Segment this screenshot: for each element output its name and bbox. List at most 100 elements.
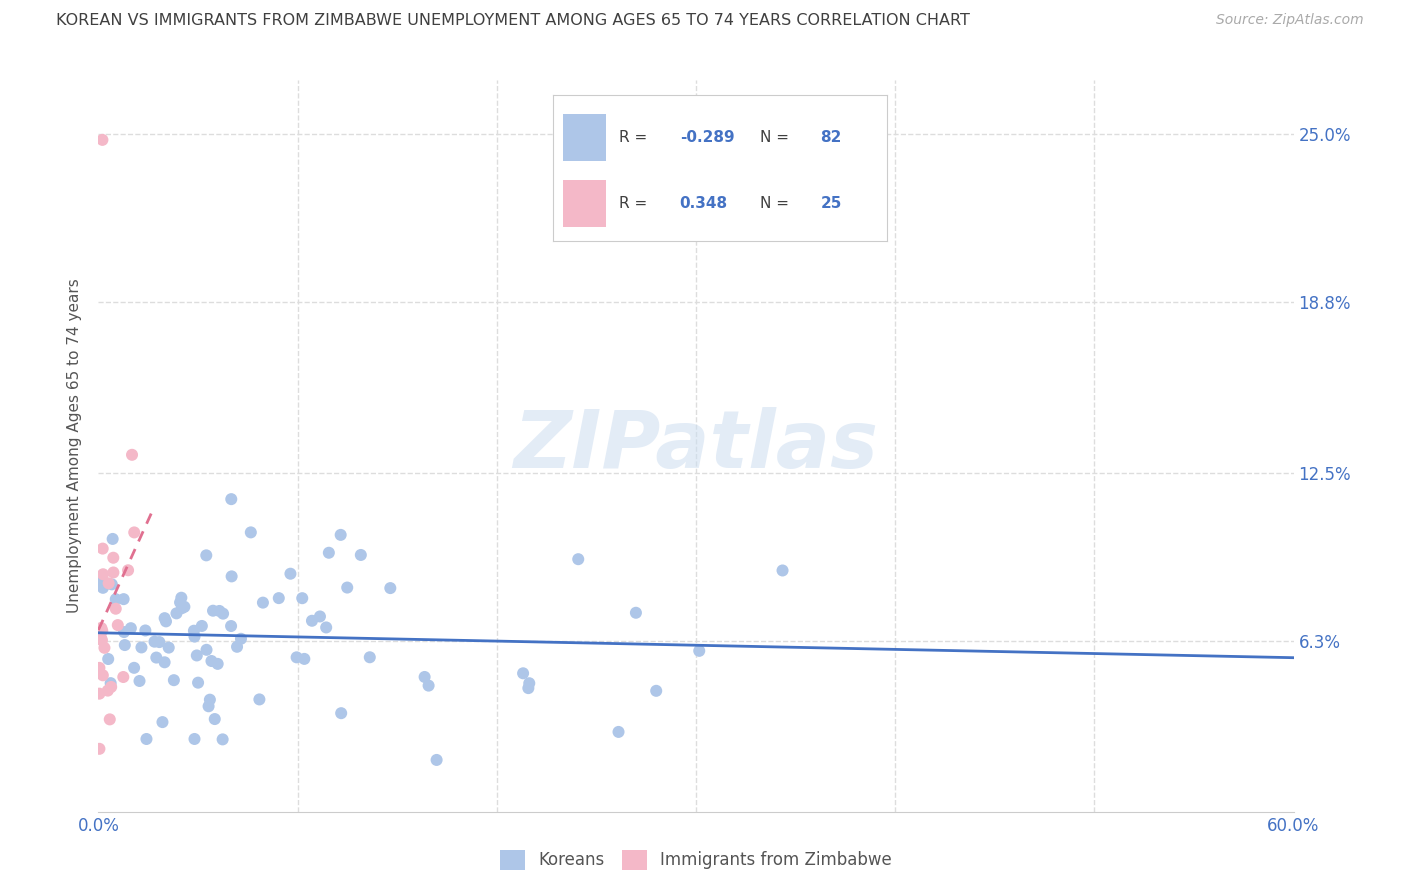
Point xyxy=(148,635,170,649)
Point xyxy=(170,601,193,615)
Point xyxy=(309,609,332,624)
Point xyxy=(239,525,262,540)
Point xyxy=(122,525,145,540)
Point xyxy=(212,607,235,621)
Point xyxy=(645,683,668,698)
Point xyxy=(91,668,114,682)
Point xyxy=(247,692,270,706)
Point xyxy=(100,676,122,690)
Point xyxy=(114,638,136,652)
Point xyxy=(166,607,188,621)
Point xyxy=(89,687,111,701)
Point xyxy=(112,625,135,640)
Point xyxy=(122,661,145,675)
Point xyxy=(90,621,112,635)
Point xyxy=(163,673,186,688)
Point xyxy=(157,640,180,655)
Point xyxy=(198,692,221,706)
Point xyxy=(207,657,229,671)
Point xyxy=(169,595,191,609)
Point xyxy=(170,591,193,605)
Point xyxy=(204,712,226,726)
Point xyxy=(186,648,208,663)
Point xyxy=(191,619,214,633)
Point xyxy=(135,731,157,746)
Point xyxy=(329,528,352,542)
Point xyxy=(117,563,139,577)
Point xyxy=(103,566,125,580)
Point xyxy=(350,548,373,562)
Point xyxy=(195,642,218,657)
Point xyxy=(107,618,129,632)
Point xyxy=(143,634,166,648)
Point xyxy=(291,591,314,606)
Point xyxy=(292,652,315,666)
Point xyxy=(226,640,249,654)
Point xyxy=(301,614,323,628)
Point xyxy=(91,133,114,147)
Point xyxy=(336,581,359,595)
Text: ZIPatlas: ZIPatlas xyxy=(513,407,879,485)
Point xyxy=(90,621,112,635)
Point xyxy=(112,670,135,684)
Point xyxy=(91,633,114,648)
Point xyxy=(772,564,794,578)
Point xyxy=(97,683,120,698)
Text: KOREAN VS IMMIGRANTS FROM ZIMBABWE UNEMPLOYMENT AMONG AGES 65 TO 74 YEARS CORREL: KOREAN VS IMMIGRANTS FROM ZIMBABWE UNEMP… xyxy=(56,13,970,29)
Point xyxy=(103,550,125,565)
Y-axis label: Unemployment Among Ages 65 to 74 years: Unemployment Among Ages 65 to 74 years xyxy=(67,278,83,614)
Point xyxy=(97,576,120,591)
Point xyxy=(688,644,710,658)
Point xyxy=(155,615,177,629)
Point xyxy=(252,596,274,610)
Point xyxy=(211,732,233,747)
Point xyxy=(131,640,153,655)
Point xyxy=(104,592,127,607)
Point xyxy=(221,569,243,583)
Point xyxy=(426,753,449,767)
Point xyxy=(134,624,156,638)
Point xyxy=(229,632,252,646)
Point xyxy=(413,670,436,684)
Point xyxy=(89,574,111,588)
Point xyxy=(315,620,337,634)
Point xyxy=(200,654,222,668)
Point xyxy=(195,549,218,563)
Point xyxy=(208,604,231,618)
Point xyxy=(91,541,114,556)
Point xyxy=(121,448,143,462)
Point xyxy=(183,630,205,644)
Point xyxy=(93,640,115,655)
Point xyxy=(112,592,135,607)
Point xyxy=(153,611,176,625)
Point xyxy=(91,624,114,638)
Point xyxy=(101,577,124,591)
Point xyxy=(173,599,195,614)
Point xyxy=(197,699,219,714)
Point xyxy=(90,631,112,645)
Point xyxy=(104,601,127,615)
Point xyxy=(120,621,142,635)
Point xyxy=(89,661,111,675)
Text: Source: ZipAtlas.com: Source: ZipAtlas.com xyxy=(1216,13,1364,28)
Point xyxy=(280,566,302,581)
Point xyxy=(285,650,308,665)
Point xyxy=(219,619,242,633)
Point xyxy=(183,624,205,638)
Point xyxy=(219,492,242,507)
Point xyxy=(202,604,225,618)
Point xyxy=(183,731,205,746)
Point xyxy=(624,606,647,620)
Point xyxy=(100,680,122,694)
Point xyxy=(98,712,121,726)
Point xyxy=(91,581,114,595)
Point xyxy=(267,591,290,606)
Point xyxy=(153,655,176,669)
Point xyxy=(89,741,111,756)
Point xyxy=(152,715,174,730)
Point xyxy=(418,679,440,693)
Point xyxy=(517,681,540,695)
Point xyxy=(128,673,150,688)
Point xyxy=(145,650,167,665)
Point xyxy=(330,706,353,721)
